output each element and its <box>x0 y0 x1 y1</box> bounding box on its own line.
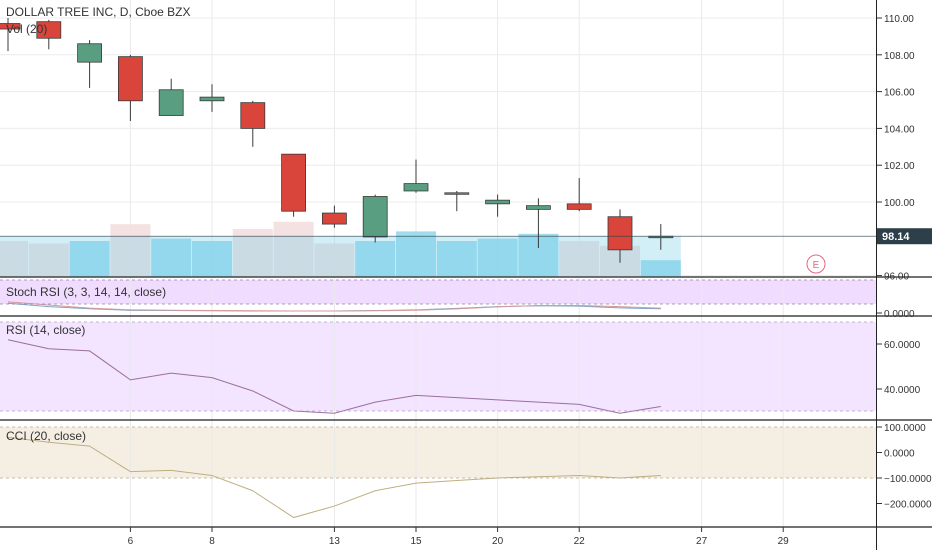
stoch-band-background <box>0 280 876 304</box>
earnings-marker-label: E <box>813 260 820 271</box>
candle-body <box>118 56 143 102</box>
candle-body <box>321 212 347 225</box>
time-tick-label: 20 <box>492 536 504 547</box>
stoch-d-line <box>7 301 661 312</box>
candle-body <box>485 199 511 205</box>
cci-label: CCI (20, close) <box>6 429 86 443</box>
time-tick-label: 8 <box>209 536 215 547</box>
price-tick-label: 96.00 <box>884 272 909 283</box>
candlesticks <box>0 18 674 263</box>
volume-ma-area <box>0 236 681 277</box>
volume-bar <box>477 238 518 277</box>
time-tick-label: 22 <box>574 536 586 547</box>
price-tick-label: 104.00 <box>884 124 915 135</box>
price-tick-label: 100.00 <box>884 198 915 209</box>
candle-body <box>566 203 592 210</box>
price-tick-label: 102.00 <box>884 161 915 172</box>
cci-tick-label: 100.0000 <box>884 423 926 434</box>
cci-band-background <box>0 427 876 478</box>
indicator-lines <box>7 301 661 519</box>
volume-bar <box>355 241 396 277</box>
candle-body <box>607 216 633 251</box>
volume-bar <box>640 260 681 277</box>
stoch-tick-label: 0.0000 <box>884 309 915 320</box>
cci-tick-label: −100.0000 <box>884 474 932 485</box>
volume-bar <box>232 229 273 277</box>
time-tick-label: 15 <box>410 536 422 547</box>
volume-bar <box>0 241 28 277</box>
volume-bar <box>436 241 477 277</box>
last-price-label: 98.14 <box>882 231 910 243</box>
symbol-title: DOLLAR TREE INC, D, Cboe BZX <box>6 5 191 19</box>
rsi-line <box>7 339 661 414</box>
cci-tick-label: −200.0000 <box>884 500 932 511</box>
price-axis[interactable]: 110.00 108.00 106.00 104.00 102.00 100.00 96.0… <box>877 14 932 511</box>
volume-bars <box>0 221 681 277</box>
time-axis[interactable]: 6 8 13 15 20 22 27 29 <box>128 527 790 547</box>
rsi-tick-label: 60.0000 <box>884 340 921 351</box>
candle-body <box>0 23 21 30</box>
rsi-tick-label: 40.0000 <box>884 385 921 396</box>
cci-line <box>7 436 661 519</box>
rsi-label: RSI (14, close) <box>6 323 85 337</box>
volume-bar <box>559 241 600 277</box>
earnings-marker-icon[interactable] <box>806 254 826 274</box>
candle-body <box>199 96 225 102</box>
rsi-band-background <box>0 322 876 411</box>
candle-body <box>362 196 388 238</box>
cci-tick-label: 0.0000 <box>884 449 915 460</box>
price-tick-label: 110.00 <box>884 14 914 25</box>
volume-bar <box>273 221 314 277</box>
candle-body <box>526 205 551 210</box>
volume-bar <box>110 224 151 277</box>
candle-body <box>281 153 307 212</box>
volume-bar <box>69 241 110 277</box>
time-tick-label: 13 <box>329 536 341 547</box>
volume-label: Vol (20) <box>6 22 47 36</box>
volume-bar <box>28 243 69 277</box>
volume-bar <box>192 241 232 277</box>
volume-bar <box>396 231 436 277</box>
candle-body <box>403 183 429 192</box>
stoch-rsi-label: Stoch RSI (3, 3, 14, 14, close) <box>6 285 166 299</box>
candle-body <box>77 43 102 63</box>
last-price-tag <box>877 228 932 245</box>
price-tick-label: 108.00 <box>884 51 915 62</box>
candle-body <box>158 89 184 116</box>
time-tick-label: 29 <box>778 536 790 547</box>
candle-body <box>240 102 266 129</box>
volume-bar <box>314 243 355 277</box>
time-tick-label: 27 <box>696 536 708 547</box>
price-tick-label: 106.00 <box>884 88 915 99</box>
candle-body <box>36 21 62 39</box>
volume-bar <box>151 238 192 277</box>
time-tick-label: 6 <box>128 536 134 547</box>
candle-body <box>444 192 470 195</box>
